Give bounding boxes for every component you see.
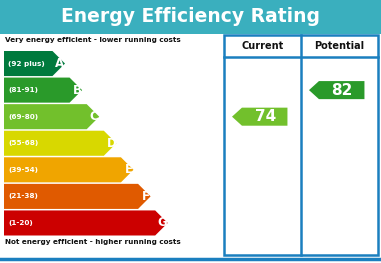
Text: Energy Efficiency Rating: Energy Efficiency Rating bbox=[61, 8, 320, 27]
Text: 74: 74 bbox=[255, 109, 276, 124]
Text: B: B bbox=[73, 84, 82, 97]
Polygon shape bbox=[4, 104, 99, 129]
Text: Current: Current bbox=[242, 41, 283, 51]
Polygon shape bbox=[4, 184, 150, 209]
Bar bbox=[224, 35, 378, 255]
Polygon shape bbox=[4, 131, 116, 156]
Text: Not energy efficient - higher running costs: Not energy efficient - higher running co… bbox=[5, 239, 181, 245]
Text: Very energy efficient - lower running costs: Very energy efficient - lower running co… bbox=[5, 37, 181, 43]
Text: (1-20): (1-20) bbox=[8, 220, 33, 226]
Polygon shape bbox=[309, 81, 365, 99]
Bar bbox=[0, 0, 381, 34]
Text: (81-91): (81-91) bbox=[8, 87, 38, 93]
Text: G: G bbox=[158, 216, 168, 229]
Text: (55-68): (55-68) bbox=[8, 140, 38, 146]
Text: (69-80): (69-80) bbox=[8, 114, 38, 120]
Text: A: A bbox=[55, 57, 64, 70]
Text: E: E bbox=[125, 163, 133, 176]
Polygon shape bbox=[4, 157, 133, 182]
Text: Potential: Potential bbox=[314, 41, 365, 51]
Text: (39-54): (39-54) bbox=[8, 167, 38, 173]
Polygon shape bbox=[4, 210, 168, 235]
Text: F: F bbox=[142, 190, 150, 203]
Text: 82: 82 bbox=[331, 83, 353, 98]
Text: (92 plus): (92 plus) bbox=[8, 60, 45, 67]
Text: C: C bbox=[90, 110, 99, 123]
Polygon shape bbox=[4, 51, 65, 76]
Polygon shape bbox=[232, 108, 287, 126]
Polygon shape bbox=[4, 78, 82, 103]
Text: (21-38): (21-38) bbox=[8, 193, 38, 199]
Text: D: D bbox=[106, 137, 116, 150]
